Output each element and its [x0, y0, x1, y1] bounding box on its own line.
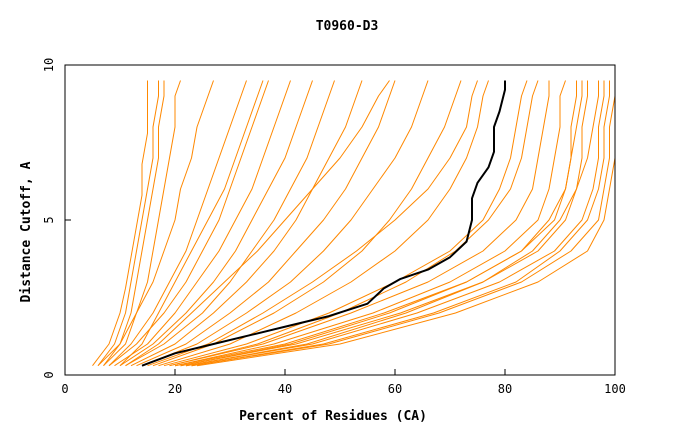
y-axis-ticks: 0 5 10 — [42, 58, 71, 379]
y-axis-label: Distance Cutoff, A — [19, 161, 34, 302]
model-series-line-m22 — [191, 80, 616, 367]
model-series-line-m5 — [103, 80, 214, 367]
model-series-line-m17 — [169, 80, 550, 367]
model-series-line-m16 — [163, 80, 528, 367]
model-series-line-m12 — [136, 80, 396, 367]
model-series-line-m1 — [92, 80, 148, 367]
y-tick-label: 0 — [42, 371, 56, 378]
chart-title: T0960-D3 — [316, 19, 379, 34]
model-series-line-m7 — [108, 80, 269, 367]
model-series-line-m14 — [152, 80, 462, 367]
model-series-line-m8 — [114, 80, 291, 367]
model-series-line-m10 — [125, 80, 335, 367]
model-series-line-m3 — [103, 80, 165, 367]
model-series-line-m21 — [185, 80, 605, 367]
x-tick-label: 0 — [61, 382, 68, 396]
model-series-line-m29 — [125, 80, 390, 367]
model-series-line-m30 — [147, 80, 478, 367]
model-series-line-m11 — [130, 80, 363, 367]
x-tick-label: 60 — [388, 382, 402, 396]
model-series-line-m18 — [174, 80, 566, 367]
x-tick-label: 20 — [168, 382, 182, 396]
model-series-line-m19 — [174, 80, 577, 367]
model-series-line-m15 — [158, 80, 489, 367]
model-series-line-m25 — [196, 80, 616, 367]
x-axis-ticks: 0 20 40 60 80 100 — [61, 369, 626, 396]
model-series-line-m4 — [97, 80, 181, 367]
x-tick-label: 40 — [278, 382, 292, 396]
model-series-line-m6 — [108, 80, 247, 367]
model-series-line-m26 — [191, 80, 610, 367]
model-series-line-m27 — [169, 80, 539, 367]
x-tick-label: 100 — [604, 382, 626, 396]
x-axis-label: Percent of Residues (CA) — [239, 409, 427, 424]
model-series-line-m9 — [119, 80, 313, 367]
model-series-line-m20 — [180, 80, 588, 367]
model-series-line-m28 — [119, 80, 264, 367]
model-series-line-m13 — [141, 80, 429, 367]
model-series-group — [92, 80, 616, 367]
highlight-series-line — [141, 80, 506, 367]
model-series-line-m2 — [97, 80, 159, 367]
x-tick-label: 80 — [498, 382, 512, 396]
model-series-line-m24 — [180, 80, 583, 367]
model-series-line-m23 — [185, 80, 599, 367]
y-tick-label: 5 — [42, 216, 56, 223]
highlight-series-group — [141, 80, 506, 367]
y-tick-label: 10 — [42, 58, 56, 72]
